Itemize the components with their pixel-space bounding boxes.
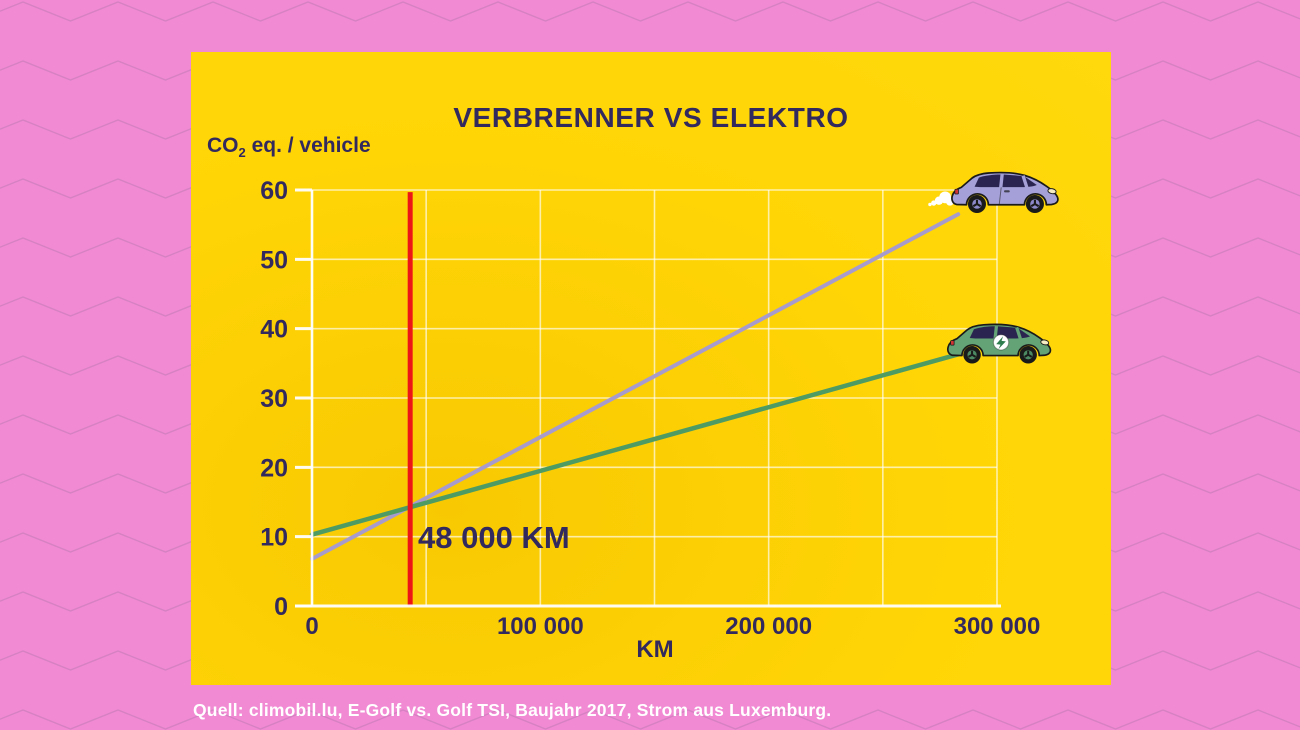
y-tick-label: 40 <box>260 316 288 344</box>
car-b-pillar <box>999 174 1004 188</box>
car-c-pillar <box>1015 326 1022 340</box>
car-door-handle <box>1004 190 1010 193</box>
car-rear-wheel <box>963 346 981 364</box>
car-taillight <box>950 340 955 346</box>
car-rear-wheel <box>967 194 986 214</box>
y-axis-title-rest: eq. / vehicle <box>245 134 371 157</box>
exhaust-smoke-icon <box>928 191 954 207</box>
y-tick-label: 0 <box>274 593 288 621</box>
car-headlight <box>1040 339 1050 346</box>
y-axis-title-main: CO <box>207 134 239 157</box>
y-tick-label: 30 <box>260 385 288 413</box>
car-door-line <box>998 187 1002 205</box>
data-series-layer <box>309 212 961 561</box>
zigzag-row <box>0 709 1300 730</box>
series-line <box>310 212 961 561</box>
y-axis-title-subscript: 2 <box>238 145 246 161</box>
line-chart: 0 10 20 30 40 50 60 0 100 000 200 000 300 000 KM <box>260 171 1059 663</box>
gridline-layer <box>311 189 998 606</box>
x-tick-label: 300 000 <box>954 613 1041 640</box>
lightning-bolt-icon <box>996 336 1006 350</box>
car-windows <box>974 174 1037 188</box>
x-tick-label: 100 000 <box>497 613 584 640</box>
chart-title: VERBRENNER VS ELEKTRO <box>453 102 849 133</box>
x-tick-label: 0 <box>305 613 318 640</box>
car-front-wheel <box>1025 194 1044 214</box>
car-taillight <box>954 188 959 195</box>
x-axis-title: KM <box>636 636 673 663</box>
car-front-wheel <box>1019 346 1037 364</box>
axis-layer: 0 10 20 30 40 50 60 0 100 000 200 000 300 000 KM <box>260 177 1040 663</box>
y-tick-label: 60 <box>260 177 288 205</box>
break-even-label: 48 000 KM <box>418 520 570 555</box>
source-attribution: Quell: climobil.lu, E-Golf vs. Golf TSI,… <box>193 700 832 720</box>
car-c-pillar <box>1021 175 1029 188</box>
car-windows <box>969 326 1031 339</box>
y-axis-title: CO2 eq. / vehicle <box>207 134 371 160</box>
series-line <box>309 352 961 537</box>
electric-car-icon <box>946 323 1052 364</box>
car-headlight <box>1047 188 1057 195</box>
car-b-pillar <box>993 325 999 340</box>
lightning-badge <box>992 334 1010 351</box>
y-tick-label: 10 <box>260 524 288 552</box>
x-tick-label: 200 000 <box>725 613 812 640</box>
zigzag-row <box>0 1 1300 22</box>
y-tick-label: 20 <box>260 454 288 482</box>
y-tick-label: 50 <box>260 246 288 274</box>
chart-panel: VERBRENNER VS ELEKTRO CO2 eq. / vehicle … <box>191 52 1111 685</box>
combustion-car-icon <box>928 171 1059 214</box>
